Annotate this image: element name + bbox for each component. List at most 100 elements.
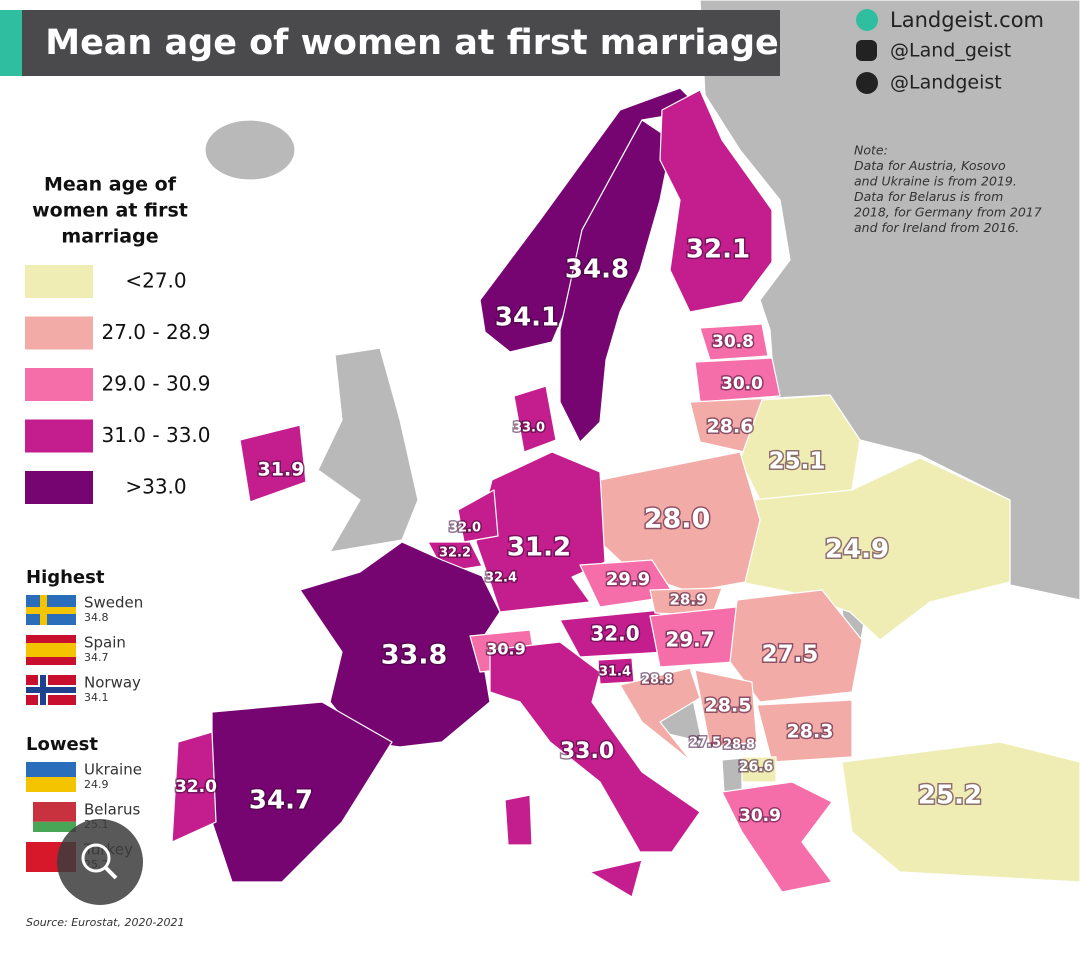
source: Source: Eurostat, 2020-2021	[26, 916, 184, 929]
map-value-label: 30.9	[739, 806, 781, 826]
serbia	[694, 669, 758, 748]
north-macedonia	[741, 756, 777, 783]
sardinia	[504, 794, 533, 846]
note-line: 2018, for Germany from 2017	[854, 205, 1042, 220]
greece	[721, 781, 833, 893]
map-value-label: 32.4	[485, 571, 517, 586]
map-value-label: 33.0	[560, 739, 614, 764]
map-value-label: 25.1	[769, 449, 826, 475]
map-value-label: 32.0	[449, 521, 481, 536]
flag-part	[26, 802, 76, 822]
country-value: 34.8	[84, 611, 109, 624]
croatia	[619, 667, 701, 763]
map-value-label: 26.6	[739, 759, 774, 775]
uk-land	[317, 347, 419, 553]
spain	[211, 701, 393, 883]
map-value-label: 31.4	[599, 665, 631, 680]
map-value-label: 27.5	[689, 736, 721, 751]
brand-twitter: @Landgeist	[890, 72, 1002, 94]
web-icon	[856, 9, 878, 31]
twitter-icon	[856, 72, 878, 94]
country-value: 34.7	[84, 651, 109, 664]
finland	[659, 89, 773, 313]
legend-swatch	[25, 419, 93, 453]
title-accent	[0, 10, 22, 76]
map-value-label: 25.2	[918, 781, 982, 811]
map-value-label: 33.8	[381, 640, 448, 671]
legend-swatch	[25, 471, 93, 504]
bulgaria	[756, 699, 853, 763]
map-value-label: 24.9	[825, 535, 889, 565]
map-value-label: 28.6	[707, 416, 754, 438]
title: Mean age of women at first marriage	[45, 23, 779, 63]
overlay-icon	[103, 865, 118, 880]
country-name: Sweden	[84, 594, 143, 612]
instagram-icon	[856, 40, 877, 61]
map-value-label: 29.9	[606, 569, 650, 590]
note-line: and for Ireland from 2016.	[854, 220, 1019, 235]
flag-part	[26, 643, 76, 657]
sicily	[589, 859, 643, 898]
note-title: Note:	[854, 143, 888, 158]
overlay-button[interactable]	[57, 819, 143, 905]
map-value-label: 34.1	[495, 303, 559, 333]
group-title: Highest	[26, 567, 105, 588]
group-title: Lowest	[26, 734, 98, 755]
country-name: Norway	[84, 674, 141, 692]
denmark	[513, 385, 557, 453]
map-value-label: 28.9	[669, 591, 706, 609]
note-line: Data for Austria, Kosovo	[854, 158, 1006, 173]
country-value: 24.9	[84, 778, 109, 791]
legend-title: marriage	[61, 226, 158, 248]
legend-title: Mean age of	[44, 174, 177, 196]
germany	[475, 451, 606, 613]
estonia	[699, 323, 769, 361]
map-value-label: 28.0	[644, 504, 711, 535]
legend-label: 27.0 - 28.9	[102, 320, 211, 344]
map-value-label: 28.5	[705, 695, 752, 717]
legend-title: women at first	[32, 200, 188, 222]
map-value-label: 30.0	[721, 374, 763, 394]
flag-part	[26, 802, 33, 832]
map-value-label: 28.8	[723, 738, 755, 753]
poland	[599, 451, 761, 593]
legend-label: 29.0 - 30.9	[102, 372, 211, 396]
legend-swatch	[25, 368, 93, 401]
iceland-land	[204, 119, 296, 181]
title-bar	[22, 10, 780, 76]
map-value-label: 32.2	[439, 546, 471, 561]
latvia	[694, 357, 781, 403]
flag-part	[26, 607, 76, 614]
overlay-icon	[81, 843, 111, 873]
country-value: 34.1	[84, 691, 109, 704]
map-value-label: 31.2	[507, 533, 571, 563]
map-value-label: 28.8	[641, 673, 673, 688]
country-name: Belarus	[84, 801, 141, 819]
legend-swatch	[25, 316, 93, 350]
map-value-label: 31.9	[258, 459, 305, 481]
country-name: Spain	[84, 634, 126, 652]
portugal	[171, 731, 217, 843]
map-value-label: 32.0	[590, 622, 639, 646]
map-value-label: 29.7	[665, 628, 714, 652]
turkey	[841, 741, 1080, 883]
brand-website: Landgeist.com	[890, 8, 1044, 32]
flag-part	[26, 777, 76, 792]
brand-instagram: @Land_geist	[890, 40, 1011, 62]
map-value-label: 27.5	[762, 642, 819, 668]
map-value-label: 34.7	[249, 786, 313, 816]
flag-part	[26, 687, 76, 693]
map-value-label: 30.8	[712, 332, 754, 352]
map-value-label: 34.8	[565, 255, 629, 285]
map-value-label: 32.0	[175, 777, 217, 797]
legend-label: 31.0 - 33.0	[102, 423, 211, 447]
legend-label: <27.0	[125, 269, 186, 293]
map-value-label: 33.0	[513, 421, 545, 436]
legend-swatch	[25, 265, 93, 298]
legend-label: >33.0	[125, 475, 186, 499]
note-line: Data for Belarus is from	[854, 189, 1003, 204]
map-value-label: 30.9	[486, 640, 525, 659]
map-value-label: 32.1	[686, 235, 750, 265]
ireland	[239, 424, 307, 503]
